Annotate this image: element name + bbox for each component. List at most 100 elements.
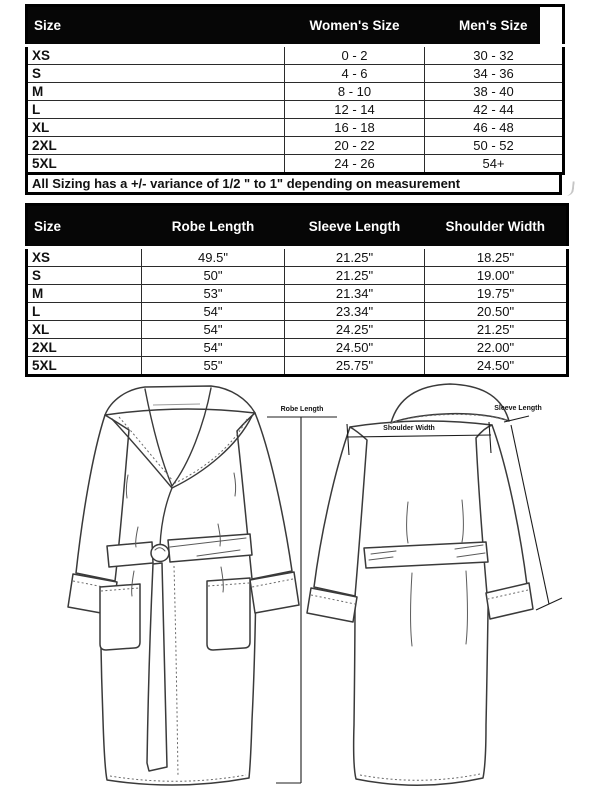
back-left-cuff	[306, 587, 358, 623]
front-collar	[104, 385, 256, 416]
value-cell: 54+	[424, 154, 564, 174]
value-cell: 38 - 40	[424, 82, 564, 101]
robe-back-view	[306, 383, 534, 786]
front-right-cuff	[249, 571, 300, 614]
value-cell: 24.25"	[284, 320, 425, 339]
value-cell: 20.50"	[424, 302, 568, 321]
size-label-cell: 5XL	[26, 356, 142, 376]
value-cell: 19.75"	[424, 284, 568, 303]
value-cell: 21.34"	[284, 284, 425, 303]
value-cell: 16 - 18	[284, 118, 425, 137]
value-cell: 22.00"	[424, 338, 568, 357]
front-left-pocket	[99, 583, 141, 651]
value-cell: 46 - 48	[424, 118, 564, 137]
value-cell: 21.25"	[424, 320, 568, 339]
value-cell: 4 - 6	[284, 64, 425, 83]
value-cell: 23.34"	[284, 302, 425, 321]
shoulder-width-annotation: Shoulder Width	[346, 421, 492, 456]
scan-artifact	[566, 180, 575, 197]
col-header-womens-size: Women's Size	[284, 5, 425, 47]
size-label-cell: XS	[26, 247, 142, 267]
table-row: M 53" 21.34" 19.75"	[26, 284, 568, 303]
table-row: 5XL 55" 25.75" 24.50"	[26, 356, 568, 376]
value-cell: 49.5"	[141, 247, 285, 267]
value-cell: 53"	[141, 284, 285, 303]
table-row: L 54" 23.34" 20.50"	[26, 302, 568, 321]
table-row: 5XL 24 - 26 54+	[26, 154, 564, 174]
size-label-cell: S	[26, 64, 285, 83]
robe-length-annotation: Robe Length	[267, 406, 337, 784]
table-row: 2XL 20 - 22 50 - 52	[26, 136, 564, 155]
col-header-robe-length: Robe Length	[141, 204, 285, 249]
value-cell: 54"	[141, 320, 285, 339]
back-right-cuff	[485, 582, 534, 620]
size-chart: Size Women's Size Men's Size XS 0 - 2 30 -…	[25, 4, 565, 175]
value-cell: 24.50"	[284, 338, 425, 357]
value-cell: 8 - 10	[284, 82, 425, 101]
table-row: L 12 - 14 42 - 44	[26, 100, 564, 119]
size-label-cell: L	[26, 100, 285, 119]
size-label-cell: 5XL	[26, 154, 285, 174]
value-cell: 12 - 14	[284, 100, 425, 119]
size-chart-header-row: Size Women's Size Men's Size	[26, 5, 564, 47]
value-cell: 25.75"	[284, 356, 425, 376]
size-label-cell: XL	[26, 320, 142, 339]
robe-length-label: Robe Length	[281, 406, 324, 413]
table-row: 2XL 54" 24.50" 22.00"	[26, 338, 568, 357]
value-cell: 0 - 2	[284, 45, 425, 65]
value-cell: 42 - 44	[424, 100, 564, 119]
measurements-body: XS 49.5" 21.25" 18.25" S 50" 21.25" 19.00" M 53" 2…	[26, 247, 568, 376]
robe-front-view	[67, 385, 300, 786]
size-label-cell: M	[26, 284, 142, 303]
col-header-size: Size	[26, 5, 285, 47]
col-header-size: Size	[26, 204, 142, 249]
value-cell: 50"	[141, 266, 285, 285]
front-right-pocket	[206, 577, 251, 651]
back-collar	[390, 383, 510, 424]
value-cell: 54"	[141, 338, 285, 357]
sizing-variance-note: All Sizing has a +/- variance of 1/2 " t…	[25, 172, 562, 195]
size-label-cell: M	[26, 82, 285, 101]
measurements-table: Size Robe Length Sleeve Length Shoulder …	[25, 203, 569, 377]
size-label-cell: S	[26, 266, 142, 285]
value-cell: 24.50"	[424, 356, 568, 376]
col-header-sleeve-length: Sleeve Length	[284, 204, 425, 249]
sleeve-length-label: Sleeve Length	[494, 405, 541, 412]
value-cell: 24 - 26	[284, 154, 425, 174]
value-cell: 21.25"	[284, 266, 425, 285]
size-label-cell: XL	[26, 118, 285, 137]
size-chart-body: XS 0 - 2 30 - 32 S 4 - 6 34 - 36 M 8 - 10 38 - 4…	[26, 45, 564, 174]
value-cell: 55"	[141, 356, 285, 376]
value-cell: 21.25"	[284, 247, 425, 267]
value-cell: 50 - 52	[424, 136, 564, 155]
value-cell: 19.00"	[424, 266, 568, 285]
value-cell: 20 - 22	[284, 136, 425, 155]
table-row: XL 54" 24.25" 21.25"	[26, 320, 568, 339]
size-label-cell: L	[26, 302, 142, 321]
value-cell: 30 - 32	[424, 45, 564, 65]
table-row: XS 0 - 2 30 - 32	[26, 45, 564, 65]
table-row: XL 16 - 18 46 - 48	[26, 118, 564, 137]
sleeve-length-annotation: Sleeve Length	[494, 405, 563, 611]
col-header-shoulder-width: Shoulder Width	[424, 204, 568, 249]
table-row: S 50" 21.25" 19.00"	[26, 266, 568, 285]
size-label-cell: 2XL	[26, 136, 285, 155]
belt-knot	[150, 543, 170, 563]
belt-tie-tail	[146, 562, 168, 772]
shoulder-width-label: Shoulder Width	[383, 425, 435, 432]
size-label-cell: 2XL	[26, 338, 142, 357]
size-label-cell: XS	[26, 45, 285, 65]
belt-left	[106, 541, 154, 568]
table-row: XS 49.5" 21.25" 18.25"	[26, 247, 568, 267]
header-gap	[540, 7, 562, 44]
value-cell: 54"	[141, 302, 285, 321]
robe-diagram: Robe Length Shoulder Width Sleeve Length	[67, 383, 563, 786]
measurements-header-row: Size Robe Length Sleeve Length Shoulder …	[26, 204, 568, 249]
size-chart-table: Size Women's Size Men's Size XS 0 - 2 30 -…	[25, 4, 565, 175]
value-cell: 34 - 36	[424, 64, 564, 83]
value-cell: 18.25"	[424, 247, 568, 267]
measurements-chart: Size Robe Length Sleeve Length Shoulder …	[25, 203, 569, 377]
